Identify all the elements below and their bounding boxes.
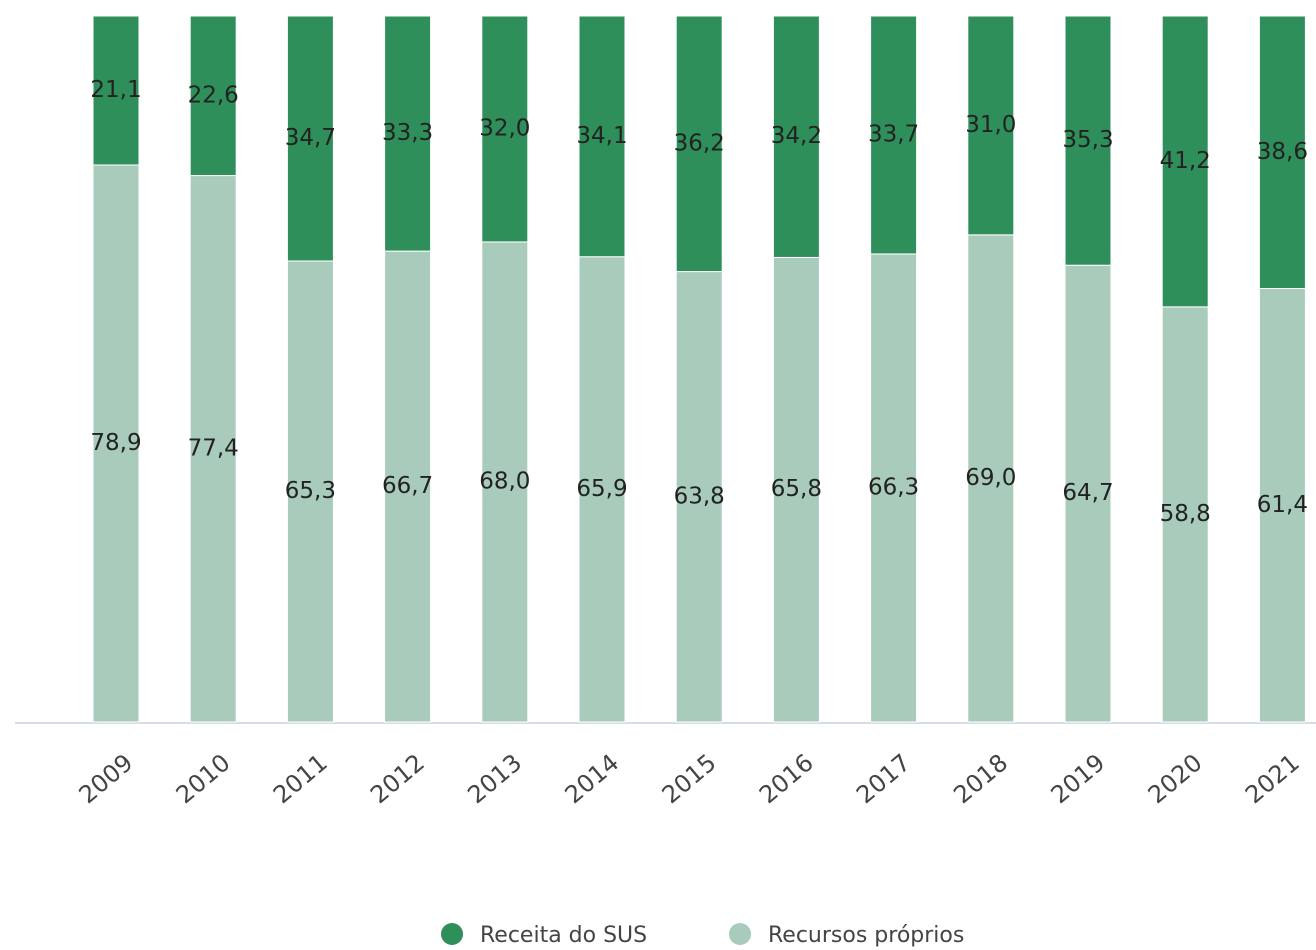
bar-segment [384, 250, 432, 723]
bar-segment [967, 234, 1015, 723]
value-label: 41,2 [1160, 148, 1211, 174]
x-tick-label: 2015 [657, 749, 722, 810]
value-label: 64,7 [1062, 480, 1113, 506]
bar-segment [772, 256, 820, 723]
value-label: 31,0 [965, 112, 1016, 138]
bar-segment [286, 15, 334, 262]
value-label: 78,9 [90, 430, 141, 456]
legend-label: Receita do SUS [480, 923, 647, 948]
value-label: 63,8 [674, 483, 725, 509]
value-label: 36,2 [674, 130, 725, 156]
bar-segment [1258, 15, 1306, 290]
value-label: 34,1 [576, 123, 627, 149]
bar-segment [578, 15, 626, 258]
value-label: 35,3 [1062, 127, 1113, 153]
x-tick-label: 2009 [74, 749, 139, 810]
value-label: 34,7 [285, 125, 336, 151]
value-label: 65,8 [771, 476, 822, 502]
value-label: 33,7 [868, 121, 919, 147]
x-tick-label: 2017 [851, 749, 916, 810]
bar-segment [1064, 15, 1112, 266]
bar-segment [772, 15, 820, 258]
bar-segment [92, 15, 140, 166]
bar-segment [675, 271, 723, 723]
bar-segment [1258, 288, 1306, 723]
value-label: 65,3 [285, 478, 336, 504]
x-tick-label: 2021 [1240, 749, 1305, 810]
value-label: 33,3 [382, 120, 433, 146]
legend-label: Recursos próprios [768, 923, 964, 948]
bar-segment [481, 241, 529, 723]
bar-segment [92, 164, 140, 723]
bar-segment [286, 260, 334, 723]
value-label: 66,3 [868, 474, 919, 500]
x-tick-label: 2013 [462, 749, 527, 810]
x-tick-label: 2019 [1046, 749, 1111, 810]
bar-segment [481, 15, 529, 243]
bar-segment [1161, 15, 1209, 308]
bar-segment [870, 15, 918, 255]
value-label: 21,1 [90, 77, 141, 103]
legend-marker [729, 923, 751, 945]
value-label: 38,6 [1257, 139, 1308, 165]
bar-segment [1161, 306, 1209, 723]
bar-segment [189, 15, 237, 177]
x-tick-label: 2018 [948, 749, 1013, 810]
value-label: 69,0 [965, 465, 1016, 491]
value-label: 66,7 [382, 473, 433, 499]
x-tick-label: 2020 [1143, 749, 1208, 810]
x-tick-label: 2010 [171, 749, 236, 810]
bar-segment [578, 256, 626, 723]
x-tick-label: 2016 [754, 749, 819, 810]
bar-segment [967, 15, 1015, 236]
legend-marker [441, 923, 463, 945]
value-label: 22,6 [188, 82, 239, 108]
x-tick-label: 2014 [560, 749, 625, 810]
bar-segment [1064, 264, 1112, 723]
value-label: 61,4 [1257, 492, 1308, 518]
bar-segment [675, 15, 723, 273]
value-label: 32,0 [479, 115, 530, 141]
bar-segment [870, 253, 918, 723]
value-label: 34,2 [771, 123, 822, 149]
bar-segment [384, 15, 432, 252]
value-label: 65,9 [576, 476, 627, 502]
x-tick-label: 2012 [365, 749, 430, 810]
value-label: 58,8 [1160, 501, 1211, 527]
value-label: 77,4 [188, 435, 239, 461]
value-label: 68,0 [479, 468, 530, 494]
x-tick-label: 2011 [268, 749, 333, 810]
